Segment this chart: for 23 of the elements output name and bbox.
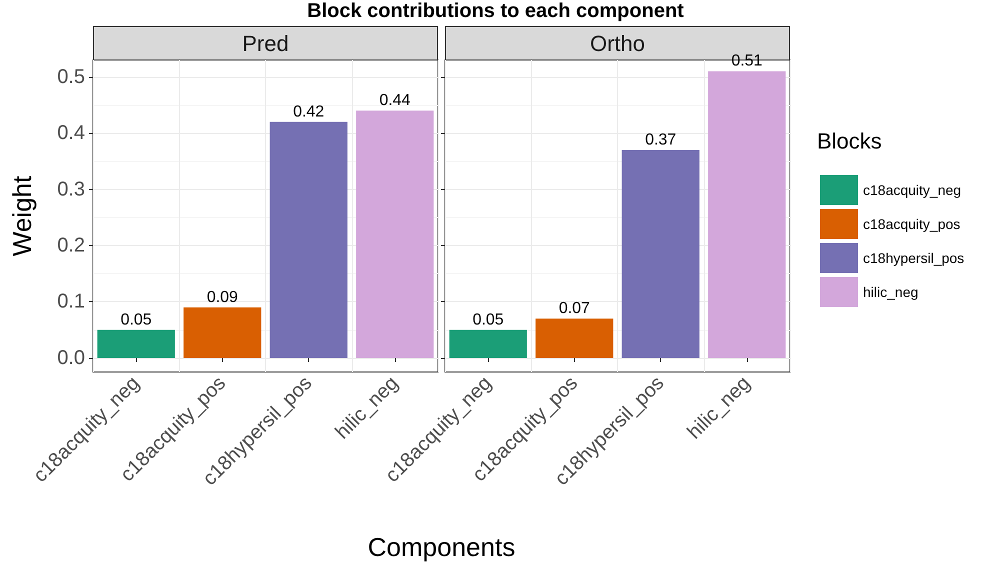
x-axis-title: Components <box>366 532 516 563</box>
data-label: 0.42 <box>293 103 324 120</box>
chart-title: Ortho <box>590 31 646 56</box>
data-label: 0.05 <box>472 311 504 328</box>
y-tick-label: 0.3 <box>57 178 85 200</box>
legend-title: Blocks <box>817 128 882 154</box>
text: Block contributions to each component <box>306 0 685 23</box>
data-label: 0.37 <box>645 131 676 148</box>
y-tick-label: 0.0 <box>57 346 85 369</box>
chart-title: Pred <box>93 26 438 61</box>
data-label: 0.05 <box>120 311 152 328</box>
legend-label: c18acquity_neg <box>863 182 962 198</box>
y-axis-title: Weight <box>7 175 37 256</box>
data-label: 0.44 <box>379 92 411 110</box>
y-tick-label: 0.4 <box>57 122 85 144</box>
legend-label: hilic_neg <box>863 284 918 300</box>
y-tick-label: 0.1 <box>57 290 85 313</box>
data-label: 0.09 <box>206 288 238 306</box>
data-label: 0.07 <box>558 300 590 318</box>
legend-label: c18acquity_pos <box>863 216 960 232</box>
y-tick-label: 0.5 <box>57 66 85 88</box>
y-tick-label: 0.2 <box>57 234 85 257</box>
legend-label: c18hypersil_pos <box>863 250 964 266</box>
